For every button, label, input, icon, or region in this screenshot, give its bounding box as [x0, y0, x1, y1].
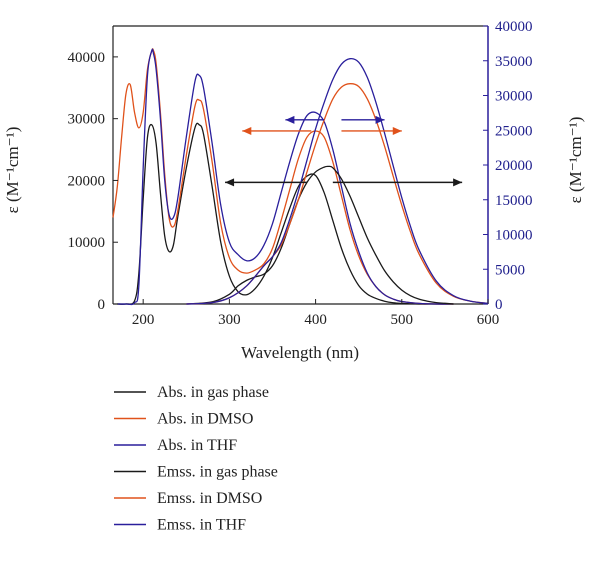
x-tick-label: 500	[391, 312, 414, 328]
x-tick-label: 400	[304, 312, 327, 328]
y-left-tick-label: 0	[98, 297, 106, 313]
annotation-layer	[225, 115, 463, 187]
legend-label: Emss. in THF	[157, 517, 246, 534]
series-line-abs-in-gas-phase	[117, 122, 454, 305]
series-line-abs-in-thf	[117, 48, 454, 306]
y-right-tick-label: 5000	[495, 262, 525, 278]
y-right-tick-label: 15000	[495, 193, 533, 209]
legend-label: Abs. in DMSO	[157, 411, 253, 428]
y-right-tick-label: 10000	[495, 228, 533, 244]
y-right-tick-label: 0	[495, 297, 503, 313]
y-left-tick-label: 30000	[68, 112, 106, 128]
legend-label: Emss. in DMSO	[157, 490, 262, 507]
y-axis-right-label: ε (M⁻¹cm⁻¹)	[566, 117, 585, 204]
legend-entry-abs-in-thf: Abs. in THF	[114, 437, 237, 454]
series-line-emss-in-dmso	[186, 83, 489, 305]
axes-layer	[112, 25, 489, 305]
y-right-tick-label: 40000	[495, 19, 533, 35]
legend-entry-abs-in-dmso: Abs. in DMSO	[114, 411, 253, 428]
arrow-left-dmso	[242, 126, 312, 135]
y-left-tick-label: 20000	[68, 173, 106, 189]
legend: Abs. in gas phase Abs. in DMSO Abs. in THF…	[114, 384, 278, 534]
y-left-tick-label: 10000	[68, 235, 106, 251]
y-axis-left-label: ε (M⁻¹cm⁻¹)	[3, 127, 22, 214]
series-line-emss-in-thf	[186, 57, 489, 305]
legend-label: Emss. in gas phase	[157, 464, 278, 481]
legend-label: Abs. in THF	[157, 437, 237, 454]
legend-entry-emss-in-gas-phase: Emss. in gas phase	[114, 464, 278, 481]
legend-entry-emss-in-thf: Emss. in THF	[114, 517, 246, 534]
legend-label: Abs. in gas phase	[157, 384, 269, 401]
arrow-right-gas	[332, 178, 463, 187]
y-right-tick-label: 30000	[495, 89, 533, 105]
y-right-tick-label: 35000	[495, 54, 533, 70]
x-tick-label: 300	[218, 312, 241, 328]
y-left-tick-label: 40000	[68, 50, 106, 66]
arrow-right-dmso	[341, 126, 402, 135]
series-line-abs-in-dmso	[112, 48, 454, 305]
x-tick-label: 200	[132, 312, 155, 328]
legend-entry-abs-in-gas-phase: Abs. in gas phase	[114, 384, 269, 401]
arrow-right-thf	[341, 115, 385, 124]
x-axis-label: Wavelength (nm)	[241, 343, 359, 362]
arrow-left-thf	[285, 115, 325, 124]
y-right-tick-label: 25000	[495, 123, 533, 139]
x-tick-label: 600	[477, 312, 500, 328]
ticks-layer: 200 300 400 500 6000100002000030000400000500…	[68, 19, 533, 328]
series-layer	[112, 48, 489, 306]
arrow-left-gas	[225, 178, 307, 187]
legend-entry-emss-in-dmso: Emss. in DMSO	[114, 490, 262, 507]
y-right-tick-label: 20000	[495, 158, 533, 174]
